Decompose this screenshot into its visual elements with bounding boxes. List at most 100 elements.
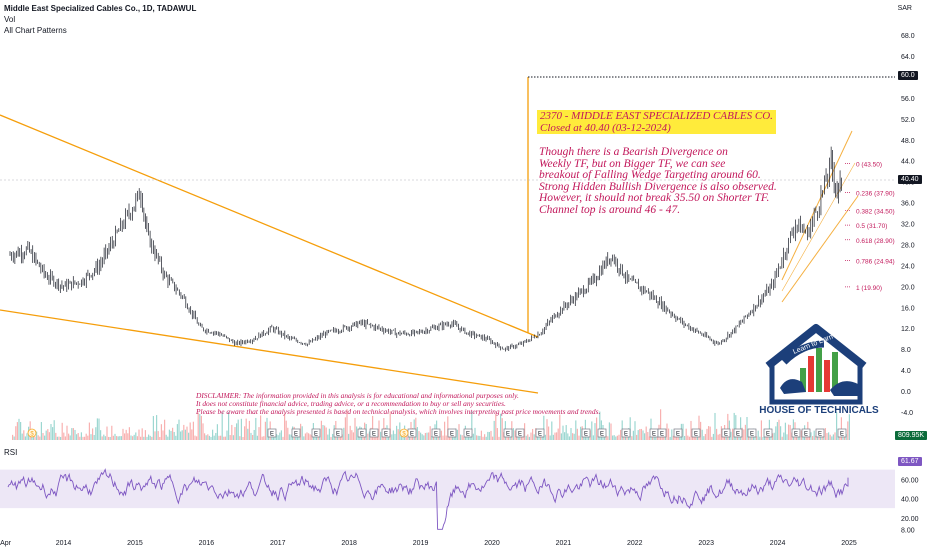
earnings-event-marker[interactable] [815,428,825,438]
volume-bar [586,435,588,440]
earnings-event-marker[interactable] [267,428,277,438]
volume-bar [108,436,110,440]
volume-bar [338,436,340,440]
volume-bar [522,436,524,440]
channel-upper-line[interactable] [781,130,853,281]
volume-bar [813,430,815,440]
volume-bar [232,435,234,440]
volume-bar [76,434,78,440]
volume-bar [556,432,558,440]
volume-bar [157,431,159,440]
volume-bar [175,435,177,440]
earnings-event-label: E [384,432,388,438]
annotation-title-line2: Closed at 40.40 (03-12-2024) [540,122,671,134]
earnings-event-marker[interactable] [763,428,773,438]
volume-bar [239,436,241,440]
earnings-event-marker[interactable] [333,428,343,438]
volume-bar [77,432,79,440]
earnings-event-marker[interactable] [311,428,321,438]
volume-bar [682,423,684,440]
volume-bar [103,434,105,440]
earnings-event-marker[interactable] [837,428,847,438]
earnings-event-label: E [660,432,664,438]
event-markers[interactable]: E E E E E E E E E E E E E E E E E E E E E E E E E E E E E $ $ [27,428,847,438]
earnings-event-label: E [450,432,454,438]
annotation-title-box: 2370 - MIDDLE EAST SPECIALIZED CABLES CO… [537,110,776,134]
volume-bar [573,433,575,440]
earnings-event-marker[interactable] [791,428,801,438]
earnings-event-label: E [372,432,376,438]
wedge-upper-line[interactable] [0,114,539,338]
volume-bar [445,435,447,440]
volume-bar [749,436,751,440]
price-axis[interactable]: -4.0 0.0 4.0 8.0 12.0 16.0 20.0 24.0 28.0 32.0 36.… [901,33,915,417]
volume-bar [117,436,119,440]
earnings-event-marker[interactable] [463,428,473,438]
earnings-event-marker[interactable] [721,428,731,438]
earnings-event-marker[interactable] [357,428,367,438]
dividend-event-marker[interactable] [399,428,409,438]
volume-bar [471,411,473,440]
time-tick-label: 2017 [270,540,286,547]
volume-bar [820,435,822,440]
earnings-event-marker[interactable] [581,428,591,438]
dividend-event-marker[interactable] [27,428,37,438]
volume-bar [183,424,185,440]
time-tick-label: 2020 [484,540,500,547]
volume-bar [336,436,338,440]
earnings-event-marker[interactable] [673,428,683,438]
volume-bar [461,435,463,440]
volume-bar [184,429,186,440]
rsi-label[interactable]: RSI [4,448,18,457]
earnings-event-marker[interactable] [621,428,631,438]
volume-bar [40,422,42,440]
volume-indicator-label[interactable]: Vol [4,15,16,24]
earnings-event-marker[interactable] [381,428,391,438]
earnings-event-marker[interactable] [801,428,811,438]
chart-patterns-label[interactable]: All Chart Patterns [4,26,67,35]
earnings-event-marker[interactable] [431,428,441,438]
volume-bar [484,434,486,440]
volume-bar [264,421,266,440]
time-axis[interactable]: Apr 2014 2015 2016 2017 2018 2019 2020 2021 2022 2… [0,540,857,547]
volume-bar [690,420,692,440]
time-tick-label: 2019 [413,540,429,547]
earnings-event-marker[interactable] [747,428,757,438]
volume-bar [837,436,839,440]
earnings-event-marker[interactable] [657,428,667,438]
volume-bar [348,433,350,440]
volume-bar [530,432,532,440]
volume-bar [492,436,494,440]
volume-bar [730,431,732,440]
volume-bar [320,420,322,440]
volume-bar [780,426,782,440]
earnings-event-marker[interactable] [447,428,457,438]
channel-mid-line[interactable] [781,162,856,292]
volume-bar [594,423,596,440]
earnings-event-marker[interactable] [733,428,743,438]
volume-bar [332,433,334,440]
time-tick-label: 2016 [199,540,215,547]
earnings-event-marker[interactable] [369,428,379,438]
wedge-lower-line[interactable] [0,309,539,394]
volume-bar [532,428,534,440]
volume-bar [520,436,522,440]
earnings-event-marker[interactable] [503,428,513,438]
volume-bar [456,429,458,440]
earnings-event-marker[interactable] [535,428,545,438]
channel-lower-line[interactable] [781,195,859,303]
price-tick-label: 0.0 [901,389,911,396]
volume-bar [607,436,609,440]
volume-bar [399,422,401,440]
earnings-event-marker[interactable] [597,428,607,438]
volume-bar [424,432,426,440]
volume-bar [380,431,382,440]
earnings-event-marker[interactable] [515,428,525,438]
volume-bar [453,436,455,440]
earnings-event-marker[interactable] [691,428,701,438]
volume-bar [122,428,124,440]
earnings-event-marker[interactable] [291,428,301,438]
